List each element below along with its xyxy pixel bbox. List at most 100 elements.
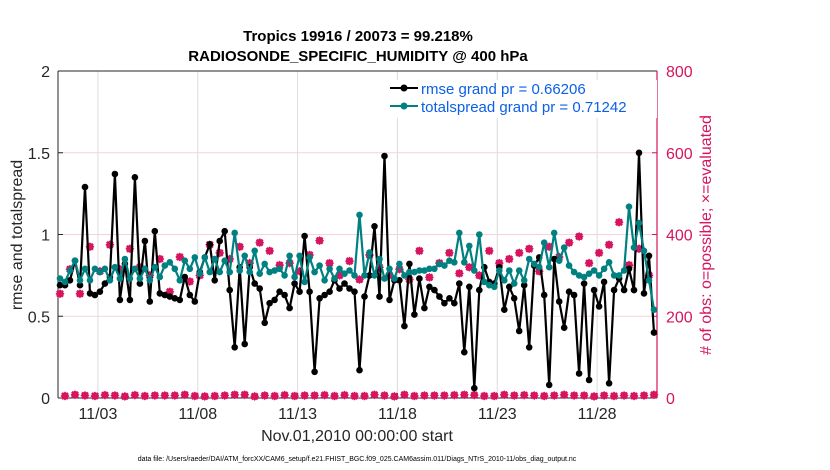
rmse-point — [221, 227, 228, 235]
totalspread-point — [211, 255, 218, 263]
evaluated-obs-marker — [609, 391, 619, 401]
y-tick-label: 1 — [41, 228, 50, 245]
totalspread-point — [451, 259, 458, 266]
rmse-point — [640, 290, 648, 297]
rmse-point — [540, 291, 548, 299]
evaluated-obs-cross — [615, 218, 623, 227]
totalspread-point — [610, 272, 618, 279]
totalspread-point — [131, 265, 139, 273]
totalspread-point — [121, 255, 129, 263]
evaluated-obs-marker — [110, 391, 120, 401]
totalspread-point — [376, 255, 383, 263]
evaluated-obs-cross — [460, 390, 469, 399]
evaluated-obs-cross — [230, 390, 239, 399]
rmse-point — [456, 280, 463, 287]
evaluated-obs-cross — [240, 390, 249, 399]
totalspread-point — [126, 275, 134, 282]
rmse-point — [570, 291, 578, 299]
evaluated-obs-marker — [389, 391, 399, 401]
evaluated-obs-cross — [330, 392, 339, 400]
totalspread-point — [351, 272, 358, 279]
totalspread-point — [555, 257, 563, 265]
evaluated-obs-marker — [320, 390, 330, 400]
y-tick-label: 0.5 — [28, 309, 50, 326]
evaluated-obs-cross — [455, 269, 464, 278]
evaluated-obs-cross — [121, 392, 129, 401]
evaluated-obs-marker — [290, 391, 300, 401]
totalspread-point — [91, 265, 99, 273]
rmse-point — [501, 306, 508, 314]
totalspread-point — [341, 270, 348, 278]
rmse-point — [366, 272, 373, 279]
evaluated-obs-marker — [75, 289, 85, 299]
rmse-point — [506, 283, 513, 291]
totalspread-point — [545, 263, 553, 271]
evaluated-obs-marker — [639, 391, 649, 401]
totalspread-point — [281, 272, 288, 279]
totalspread-point — [441, 262, 448, 269]
evaluated-obs-cross — [190, 392, 199, 400]
rmse-point — [356, 366, 363, 374]
totalspread-point — [76, 277, 84, 284]
evaluated-obs-marker — [619, 391, 629, 401]
evaluated-obs-marker — [170, 391, 180, 401]
evaluated-obs-marker — [80, 391, 90, 401]
evaluated-obs-cross — [620, 391, 628, 400]
evaluated-obs-marker — [190, 391, 200, 401]
evaluated-obs-cross — [265, 246, 274, 255]
rmse-point — [186, 291, 194, 299]
totalspread-point — [595, 272, 603, 279]
x-tick-label: 11/28 — [578, 406, 617, 423]
evaluated-obs-marker — [649, 390, 659, 400]
totalspread-point — [356, 211, 363, 219]
rmse-point — [116, 296, 124, 304]
evaluated-obs-cross — [220, 391, 229, 400]
evaluated-obs-marker — [250, 391, 260, 401]
rmse-point — [296, 288, 303, 296]
rmse-point — [386, 296, 393, 304]
evaluated-obs-marker — [325, 258, 335, 268]
evaluated-obs-marker — [504, 254, 514, 264]
totalspread-point — [161, 262, 169, 269]
evaluated-obs-cross — [560, 390, 569, 399]
evaluated-obs-cross — [180, 390, 189, 399]
y-tick-label: 0 — [41, 391, 50, 408]
rmse-point — [630, 286, 638, 294]
evaluated-obs-cross — [530, 391, 539, 400]
evaluated-obs-marker — [519, 390, 529, 400]
evaluated-obs-cross — [445, 249, 454, 257]
evaluated-obs-marker — [509, 391, 519, 401]
evaluated-obs-marker — [629, 391, 639, 401]
totalspread-point — [196, 270, 204, 278]
totalspread-point — [520, 277, 528, 284]
rmse-point — [421, 304, 428, 312]
totalspread-point — [550, 229, 558, 237]
rmse-point — [471, 384, 478, 392]
totalspread-point — [156, 273, 164, 281]
evaluated-obs-marker — [484, 246, 494, 256]
rmse-point — [585, 376, 593, 384]
rmse-point — [610, 286, 618, 294]
evaluated-obs-cross — [470, 391, 479, 400]
rmse-point — [111, 170, 119, 178]
evaluated-obs-marker — [414, 246, 424, 256]
evaluated-obs-cross — [76, 289, 84, 298]
rmse-point — [590, 286, 598, 294]
rmse-point — [436, 293, 443, 300]
evaluated-obs-cross — [610, 392, 618, 400]
totalspread-point — [106, 277, 114, 284]
rmse-point — [381, 152, 388, 160]
evaluated-obs-marker — [200, 391, 210, 401]
evaluated-obs-cross — [450, 391, 459, 400]
evaluated-obs-cross — [150, 391, 159, 400]
rmse-point — [141, 237, 149, 245]
rmse-point — [81, 183, 89, 191]
evaluated-obs-marker — [444, 248, 454, 258]
totalspread-point — [301, 278, 308, 286]
x-tick-label: 11/08 — [178, 406, 217, 423]
totalspread-point — [276, 265, 283, 273]
rmse-point — [271, 296, 278, 304]
legend-rmse-marker — [400, 84, 408, 92]
totalspread-point — [56, 275, 64, 282]
evaluated-obs-cross — [250, 392, 259, 401]
